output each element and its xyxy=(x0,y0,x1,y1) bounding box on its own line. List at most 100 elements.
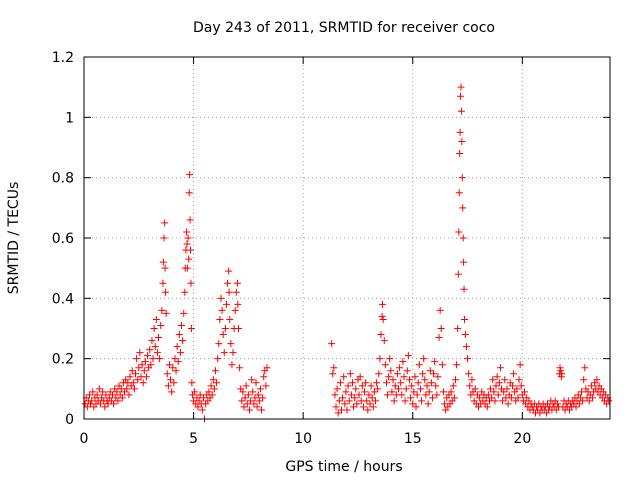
data-point xyxy=(333,385,341,393)
data-point xyxy=(236,364,244,372)
data-point xyxy=(580,376,588,384)
data-point xyxy=(209,376,217,384)
data-point xyxy=(151,343,159,351)
data-point xyxy=(148,337,156,345)
data-point xyxy=(411,373,419,381)
data-point xyxy=(458,137,466,145)
data-point xyxy=(176,349,184,357)
data-point xyxy=(110,400,118,408)
data-point xyxy=(138,361,146,369)
data-point xyxy=(557,367,565,375)
data-point xyxy=(350,403,358,411)
x-axis-label: GPS time / hours xyxy=(285,459,402,475)
data-point xyxy=(431,358,439,366)
data-point xyxy=(496,364,504,372)
data-point xyxy=(259,394,267,402)
data-point xyxy=(170,379,178,387)
data-point xyxy=(460,315,468,323)
data-point xyxy=(581,364,589,372)
data-point xyxy=(558,370,566,378)
data-point xyxy=(461,331,469,339)
data-point xyxy=(187,246,195,254)
data-point xyxy=(215,340,223,348)
data-point xyxy=(184,234,192,242)
data-point xyxy=(159,279,167,287)
data-point xyxy=(255,397,263,405)
data-point xyxy=(108,391,116,399)
data-point xyxy=(510,370,518,378)
data-point xyxy=(331,391,339,399)
data-point xyxy=(95,385,103,393)
data-point xyxy=(152,315,160,323)
data-point xyxy=(414,379,422,387)
data-point xyxy=(225,288,233,296)
data-point xyxy=(585,397,593,405)
data-point xyxy=(132,370,140,378)
data-point xyxy=(130,385,138,393)
data-point xyxy=(172,367,180,375)
data-point xyxy=(252,379,260,387)
data-point xyxy=(342,388,350,396)
data-point xyxy=(572,403,580,411)
data-point xyxy=(605,397,613,405)
data-point xyxy=(343,406,351,414)
data-point xyxy=(398,391,406,399)
data-point xyxy=(129,379,137,387)
data-point xyxy=(183,228,191,236)
data-point xyxy=(432,382,440,390)
data-point xyxy=(366,400,374,408)
data-point xyxy=(397,379,405,387)
data-point xyxy=(489,376,497,384)
data-point xyxy=(457,83,465,91)
data-point xyxy=(225,267,233,275)
data-point xyxy=(393,370,401,378)
data-point xyxy=(226,315,234,323)
data-point xyxy=(160,234,168,242)
data-point xyxy=(375,370,383,378)
data-point xyxy=(575,400,583,408)
data-point xyxy=(453,361,461,369)
data-point xyxy=(426,367,434,375)
data-point xyxy=(521,388,529,396)
data-point xyxy=(231,306,239,314)
data-point xyxy=(428,394,436,402)
data-point xyxy=(88,397,96,405)
data-point xyxy=(214,355,222,363)
data-point xyxy=(335,397,343,405)
data-point xyxy=(235,325,243,332)
data-point xyxy=(367,382,375,390)
data-point xyxy=(516,361,524,369)
data-point xyxy=(508,382,516,390)
data-point xyxy=(254,391,262,399)
data-point xyxy=(332,403,340,411)
data-point xyxy=(220,349,228,357)
data-point xyxy=(208,391,216,399)
data-point xyxy=(419,370,427,378)
x-tick-label: 15 xyxy=(404,431,422,447)
data-point xyxy=(173,343,181,351)
data-point xyxy=(249,388,257,396)
data-point xyxy=(491,397,499,405)
data-point xyxy=(362,379,370,387)
data-point xyxy=(455,228,463,236)
data-point xyxy=(380,337,388,345)
data-point xyxy=(389,376,397,384)
data-point xyxy=(224,279,232,287)
data-point xyxy=(483,403,491,411)
data-point xyxy=(158,306,166,314)
data-point xyxy=(181,288,189,296)
data-point xyxy=(207,382,215,390)
data-point xyxy=(423,382,431,390)
data-point xyxy=(250,400,258,408)
y-tick-label: 0.4 xyxy=(52,291,74,307)
data-point xyxy=(198,406,206,414)
data-point xyxy=(382,379,390,387)
data-point xyxy=(437,325,445,332)
data-point xyxy=(346,370,354,378)
data-point xyxy=(147,361,155,369)
data-point xyxy=(136,349,144,357)
data-point xyxy=(450,394,458,402)
data-point xyxy=(99,388,107,396)
data-point xyxy=(243,400,251,408)
data-point xyxy=(579,397,587,405)
